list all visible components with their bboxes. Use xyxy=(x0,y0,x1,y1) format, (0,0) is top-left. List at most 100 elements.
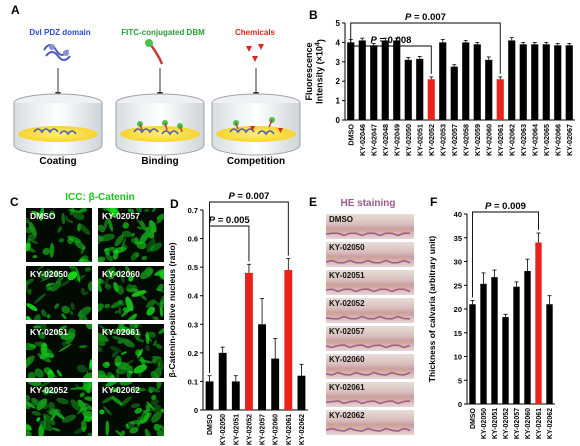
cell xyxy=(126,423,129,429)
cell xyxy=(36,417,41,422)
x-tick-label: KY-02050 xyxy=(220,414,227,445)
cell xyxy=(56,397,69,405)
bar-ky-02057 xyxy=(513,286,520,404)
cell xyxy=(26,218,30,224)
cell xyxy=(46,314,51,319)
y-tick-label: 0.3 xyxy=(188,320,198,329)
y-tick-label: 10 xyxy=(454,353,462,362)
cell xyxy=(156,213,164,220)
bar-dmso xyxy=(347,42,355,120)
panel-d-letter: D xyxy=(170,197,179,211)
cell xyxy=(105,253,113,262)
cell xyxy=(27,382,42,387)
bone-boundary xyxy=(326,283,411,289)
cell xyxy=(156,429,164,436)
cell xyxy=(39,270,48,280)
cell xyxy=(86,370,89,378)
cell xyxy=(55,329,63,337)
bar-ky-02060 xyxy=(485,59,493,120)
cell xyxy=(74,384,83,391)
cell xyxy=(60,332,76,340)
cell xyxy=(151,398,159,406)
cell xyxy=(98,370,106,378)
cell xyxy=(48,401,56,411)
cell xyxy=(151,411,162,423)
he-strip-ky-02052: KY-02052 xyxy=(326,298,414,323)
cell xyxy=(121,359,134,368)
cell xyxy=(32,255,38,259)
x-tick-label: KY-02064 xyxy=(530,124,539,156)
he-strip-ky-02050: KY-02050 xyxy=(326,242,414,267)
cell xyxy=(139,268,154,280)
bar-ky-02059 xyxy=(473,44,481,121)
fitc-peptide-icon xyxy=(145,39,164,65)
he-tissue xyxy=(326,395,411,405)
bar-ky-02060 xyxy=(524,271,531,404)
cell xyxy=(154,301,164,309)
he-strip-ky-02057: KY-02057 xyxy=(326,326,414,351)
cell xyxy=(125,296,134,312)
cell xyxy=(34,341,48,347)
cell xyxy=(145,344,150,352)
x-tick-label: KY-02062 xyxy=(507,124,516,156)
cell xyxy=(58,343,72,352)
cell xyxy=(26,246,36,253)
cell xyxy=(144,334,153,343)
cell xyxy=(67,271,78,281)
cell xyxy=(33,325,41,329)
p-value: = 0.007 xyxy=(235,191,270,202)
cell-fluorescence xyxy=(26,208,92,262)
cell xyxy=(129,427,139,434)
cell xyxy=(121,338,135,348)
cell xyxy=(136,241,147,250)
cell xyxy=(26,356,32,365)
bar-ky-02061 xyxy=(535,242,542,404)
cell xyxy=(104,283,112,290)
y-tick-label: 0.2 xyxy=(188,349,198,358)
y-tick-label: 3 xyxy=(336,58,341,67)
bar-ky-02051 xyxy=(416,58,424,120)
cell xyxy=(82,382,92,393)
tissue-layer xyxy=(326,259,411,264)
bar-ky-02051 xyxy=(491,277,498,404)
cell xyxy=(130,403,141,409)
cell xyxy=(83,415,92,422)
cell xyxy=(118,269,125,283)
cell xyxy=(50,408,61,416)
x-tick-label: KY-02050 xyxy=(481,408,488,439)
icc-image-ky-02062: KY-02062 xyxy=(98,382,164,436)
p-value: = 0.007 xyxy=(411,12,446,23)
cell xyxy=(121,307,132,318)
cell xyxy=(51,427,61,432)
cell xyxy=(60,279,71,287)
bar-dmso xyxy=(205,381,214,410)
p-symbol: P xyxy=(405,12,412,23)
step-2-title: FITC-conjugated DBM xyxy=(121,28,205,37)
he-tissue xyxy=(326,227,411,237)
x-tick-label: KY-02059 xyxy=(473,124,482,156)
cell-fluorescence xyxy=(98,208,164,262)
cell xyxy=(26,394,31,402)
icc-image-label: KY-02052 xyxy=(30,385,68,395)
x-tick-label: DMSO xyxy=(207,413,214,435)
cell xyxy=(148,220,157,233)
cell xyxy=(34,368,44,378)
bar-ky-02047 xyxy=(370,45,378,121)
x-tick-label: KY-02063 xyxy=(519,124,528,156)
cell xyxy=(136,338,145,343)
cell xyxy=(153,367,162,378)
cell xyxy=(139,293,147,301)
panel-e-title: HE staining xyxy=(340,198,396,209)
cell xyxy=(114,234,125,247)
x-tick-label: KY-02057 xyxy=(450,124,459,156)
bone-boundary xyxy=(326,311,411,317)
cell xyxy=(67,237,74,244)
cell xyxy=(77,306,92,318)
he-tissue xyxy=(326,367,411,376)
cell xyxy=(122,222,129,229)
cell xyxy=(119,396,132,407)
cell xyxy=(133,364,148,374)
cell xyxy=(80,246,85,255)
bar-ky-02063 xyxy=(519,44,527,121)
cell xyxy=(42,388,50,395)
